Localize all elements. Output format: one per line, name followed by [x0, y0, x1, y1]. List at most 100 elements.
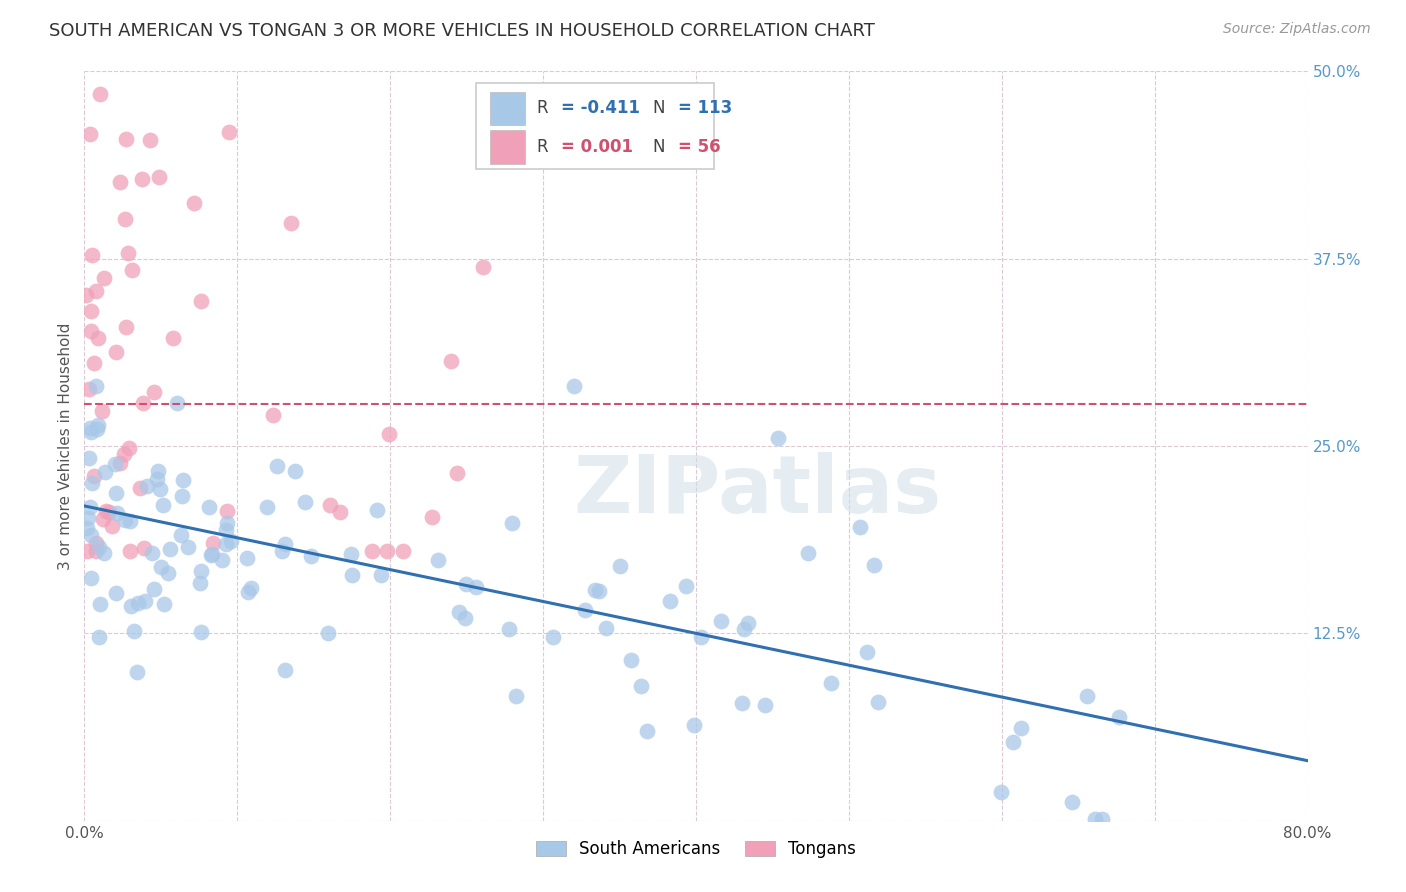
Point — [1060, 795, 1083, 809]
Legend: South Americans, Tongans: South Americans, Tongans — [529, 833, 863, 864]
Point — [89, 598, 111, 612]
Point — [446, 466, 468, 480]
Point — [121, 263, 143, 277]
Point — [270, 544, 292, 558]
Text: R: R — [537, 138, 554, 156]
Point — [152, 597, 174, 611]
Point — [89, 630, 111, 644]
Text: ZIPatlas: ZIPatlas — [574, 452, 941, 530]
Point — [201, 547, 224, 561]
Point — [420, 510, 443, 524]
Text: = -0.411: = -0.411 — [561, 99, 640, 118]
Point — [190, 624, 212, 639]
Point — [562, 379, 585, 393]
Point — [1076, 689, 1098, 703]
Point — [498, 623, 520, 637]
Point — [114, 212, 136, 227]
Point — [215, 516, 238, 530]
Point — [114, 447, 136, 461]
Point — [737, 616, 759, 631]
Point — [820, 676, 842, 690]
Point — [91, 512, 114, 526]
Point — [93, 546, 115, 560]
FancyBboxPatch shape — [475, 83, 714, 169]
Point — [135, 479, 157, 493]
Point — [215, 503, 238, 517]
Point — [79, 500, 101, 514]
Point — [636, 724, 658, 739]
Point — [86, 417, 108, 432]
Point — [84, 378, 107, 392]
Point — [274, 663, 297, 677]
Point — [440, 354, 463, 368]
Point — [141, 546, 163, 560]
Point — [391, 544, 413, 558]
Point — [675, 579, 697, 593]
Point — [274, 537, 297, 551]
Point — [188, 576, 211, 591]
Point — [77, 451, 100, 466]
Point — [142, 385, 165, 400]
Point — [754, 698, 776, 712]
Point — [465, 580, 488, 594]
Point — [118, 515, 141, 529]
Point — [82, 475, 104, 490]
Point — [87, 540, 110, 554]
Point — [146, 464, 169, 478]
Point — [80, 571, 103, 585]
Point — [93, 465, 115, 479]
Point — [609, 559, 631, 574]
Point — [215, 537, 238, 551]
Point — [170, 528, 193, 542]
Point — [360, 544, 382, 558]
Point — [262, 408, 284, 422]
Point — [595, 621, 617, 635]
Point — [80, 425, 103, 439]
Point — [862, 558, 884, 573]
Point — [80, 324, 103, 338]
Point — [75, 288, 97, 302]
Point — [294, 495, 316, 509]
Text: N: N — [654, 138, 671, 156]
Point — [86, 422, 108, 436]
Point — [683, 718, 706, 732]
Point — [76, 521, 98, 535]
Point — [1011, 722, 1033, 736]
Point — [329, 505, 352, 519]
Point — [83, 469, 105, 483]
Point — [84, 544, 107, 558]
Point — [139, 133, 162, 147]
Point — [215, 524, 238, 538]
FancyBboxPatch shape — [491, 92, 524, 125]
Point — [378, 426, 401, 441]
Point — [1084, 812, 1107, 826]
Point — [375, 544, 398, 558]
Point — [284, 464, 307, 478]
Point — [734, 622, 756, 636]
Point — [583, 583, 606, 598]
Point — [848, 520, 870, 534]
Point — [159, 542, 181, 557]
Point — [104, 458, 127, 472]
Point — [122, 624, 145, 638]
Point — [190, 294, 212, 309]
Point — [142, 582, 165, 596]
Point — [340, 567, 363, 582]
Point — [117, 441, 139, 455]
Point — [129, 481, 152, 495]
Point — [240, 581, 263, 595]
Point — [114, 513, 136, 527]
Point — [797, 546, 820, 560]
Point — [117, 246, 139, 260]
Point — [132, 396, 155, 410]
Point — [79, 528, 101, 542]
Point — [235, 550, 257, 565]
Point — [79, 420, 101, 434]
Point — [266, 459, 288, 474]
Point — [1108, 710, 1130, 724]
Point — [990, 785, 1012, 799]
Point — [152, 498, 174, 512]
Point — [541, 630, 564, 644]
Point — [105, 586, 128, 600]
Point — [211, 552, 233, 566]
